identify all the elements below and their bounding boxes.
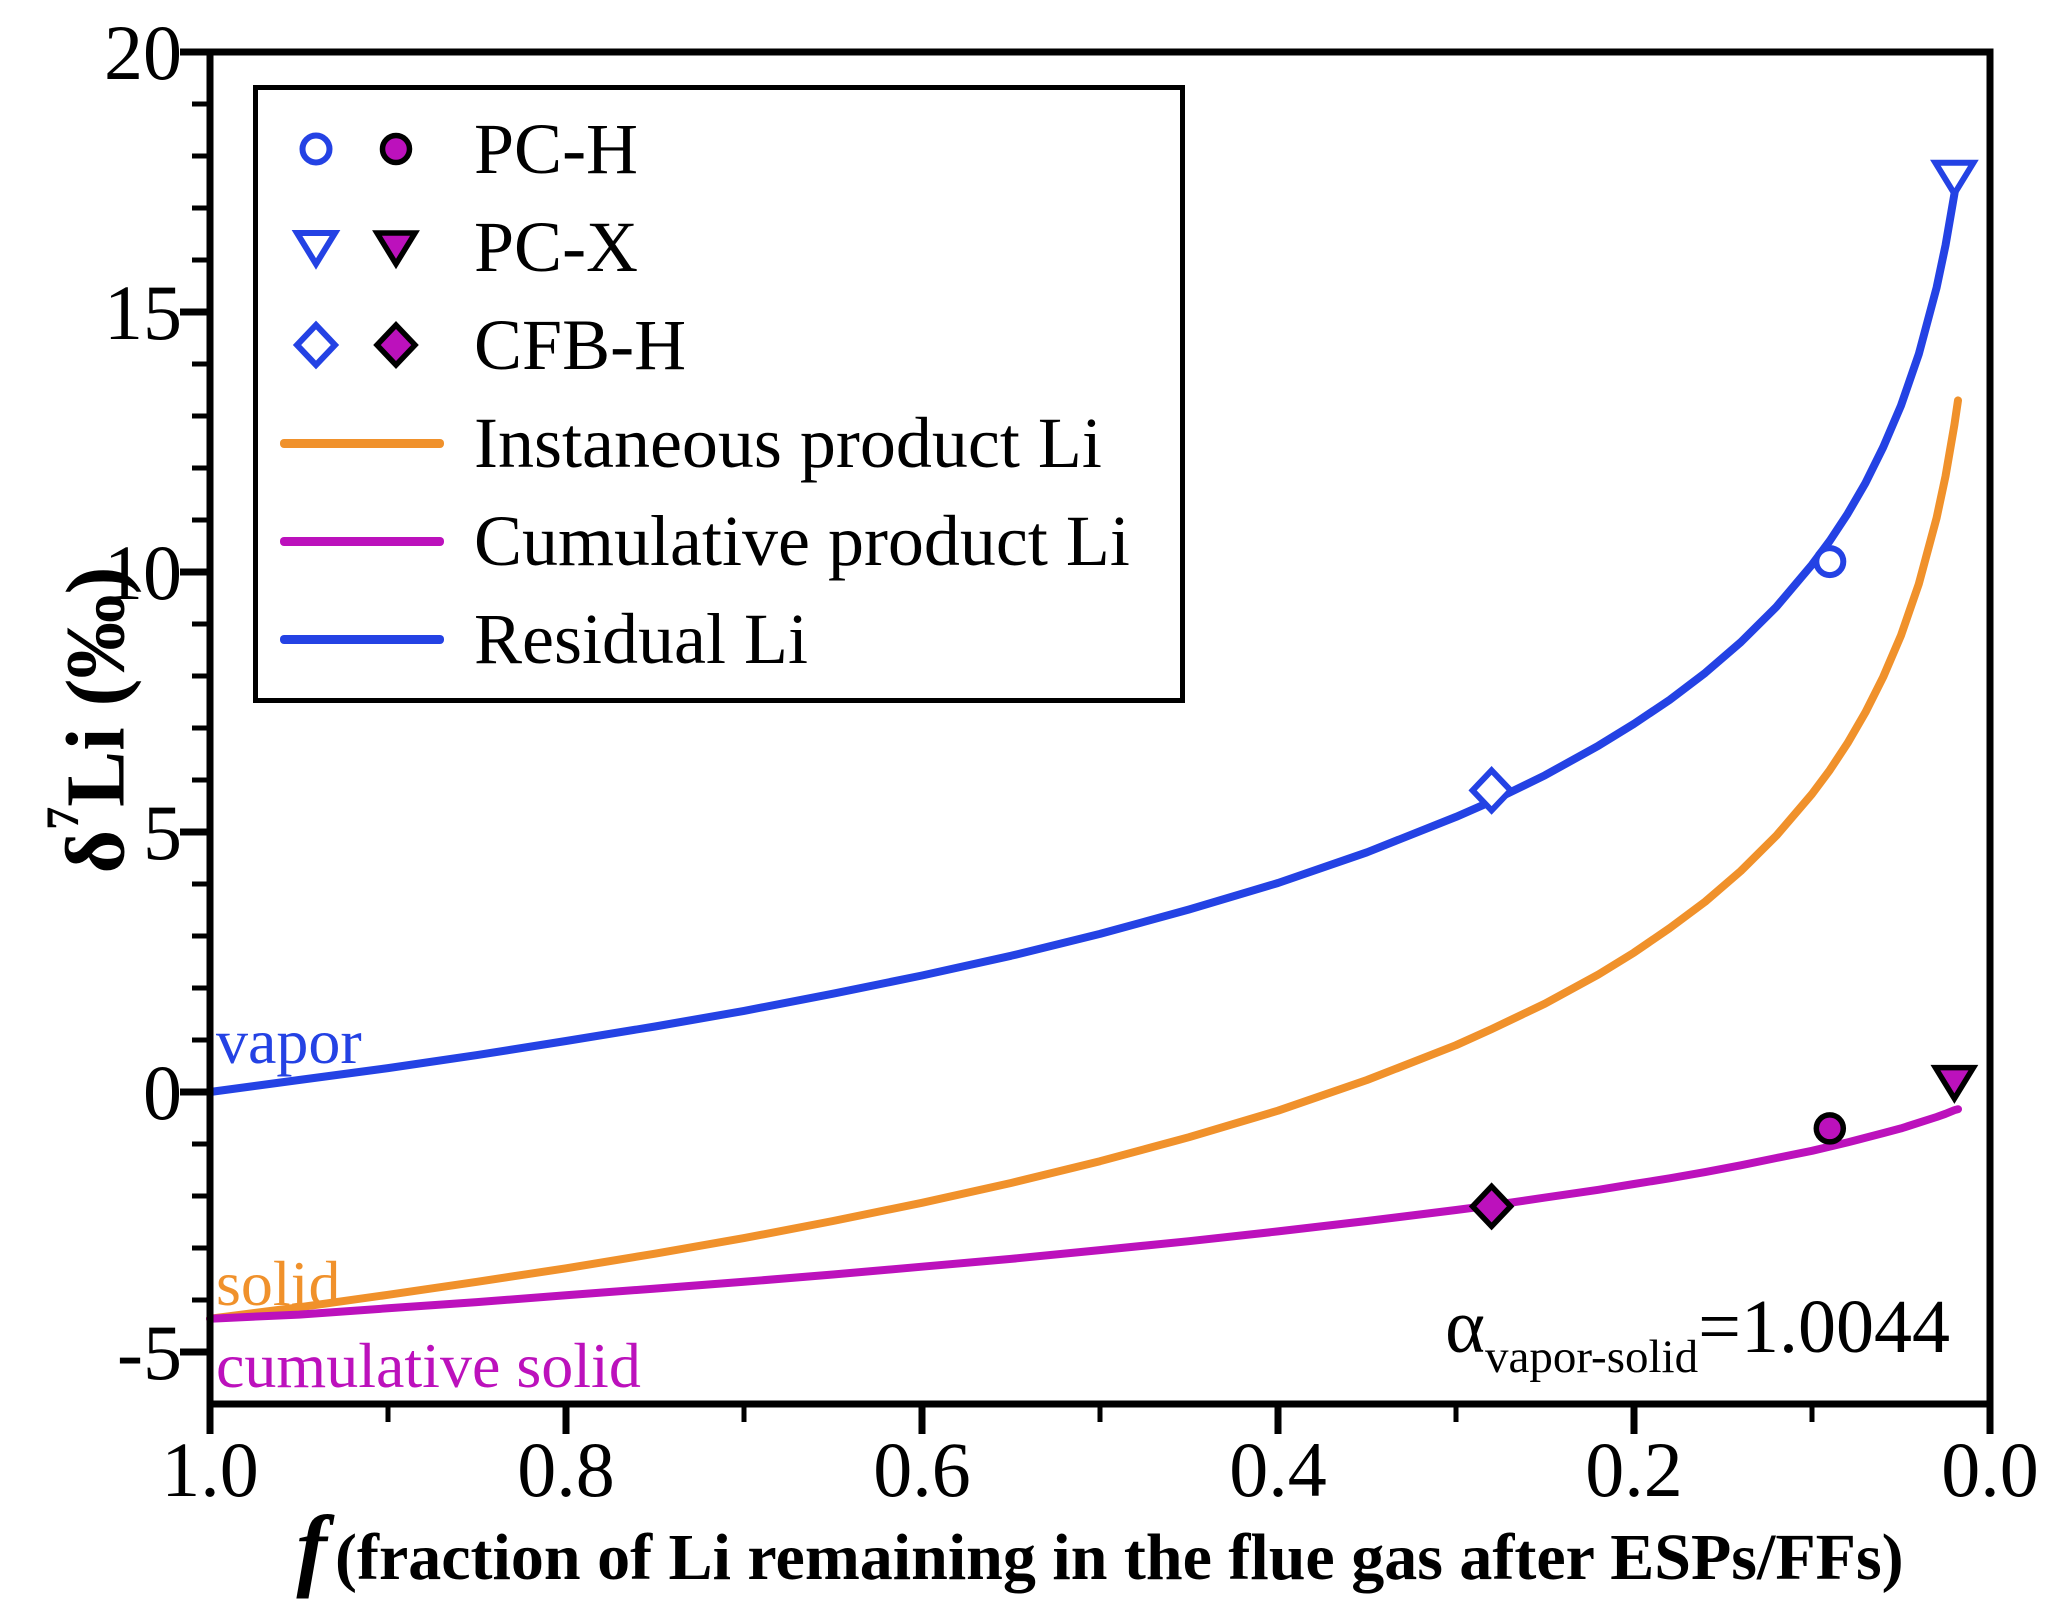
legend-box: PC-H PC-X CFB-H Instaneous product Li Cu… [253,85,1185,703]
legend-line-cumulative [280,536,458,546]
scatter-points [1468,159,1979,1231]
legend-line-instaneous [280,438,458,448]
y-tick-label: 0 [143,1049,182,1136]
marker-open-diamond [1468,766,1515,815]
alpha-value: =1.0044 [1698,1285,1950,1369]
cumulative-solid-curve-label: cumulative solid [216,1330,641,1401]
legend-marker-swatch [299,132,413,166]
y-tick-label: 10 [104,529,182,616]
legend-line-residual [280,634,458,644]
x-tick-label: 0.6 [873,1426,971,1513]
legend-label-cumulative: Cumulative product Li [474,500,1130,581]
marker-open-diamond [292,320,340,370]
y-axis-title-superscript: 7 [37,806,88,830]
marker-filled-diamond [1468,1182,1515,1231]
marker-filled-circle [1813,1112,1847,1145]
marker-open-triangle-down [291,230,341,270]
marker-open-circle [299,132,333,166]
x-tick-label: 0.0 [1941,1426,2039,1513]
legend-markers-cfb-h [280,319,458,371]
y-axis-title-rest: Li (‰) [49,566,143,807]
marker-open-triangle-down [1930,159,1979,200]
marker-open-circle [1813,545,1847,579]
legend-label-residual: Residual Li [474,598,808,679]
legend-markers-pc-x [280,221,458,273]
x-axis-title-rest: (fraction of Li remaining in the flue ga… [335,1521,1904,1594]
legend-marker-swatch [291,230,420,270]
tick-labels: 1.0 0.8 0.6 0.4 0.2 0.0 20 15 10 5 0 -5 [104,9,2039,1513]
marker-filled-triangle-down [372,230,420,270]
y-tick-label: 20 [104,9,182,96]
marker-filled-triangle-down [1930,1064,1979,1104]
solid-curve-label: solid [216,1248,341,1319]
alpha-symbol: α [1445,1285,1485,1369]
x-tick-label: 0.4 [1229,1426,1327,1513]
legend-item-residual: Residual Li [280,591,1180,687]
x-tick-label: 0.2 [1585,1426,1683,1513]
legend-label-pc-x: PC-X [474,206,639,287]
curves [206,165,1962,1323]
legend-item-pc-x: PC-X [280,199,1180,295]
marker-filled-diamond [373,321,419,369]
x-axis-title-f: f [296,1497,328,1599]
y-tick-label: 15 [104,269,182,356]
alpha-annotation: αvapor-solid=1.0044 [1445,1284,1950,1384]
legend-item-cumulative: Cumulative product Li [280,493,1180,589]
legend-line-swatch [280,438,444,448]
legend-marker-swatch [292,320,419,370]
legend-item-instaneous: Instaneous product Li [280,395,1180,491]
legend-item-pc-h: PC-H [280,101,1180,197]
curve-instaneous-product-li [206,396,1962,1323]
curve-cumulative-product-li [206,1105,1962,1323]
legend-item-cfb-h: CFB-H [280,297,1180,393]
axis-ticks [180,48,1994,1434]
curve-residual-li [206,165,1962,1096]
marker-filled-circle [379,132,413,166]
legend-line-swatch [280,634,444,644]
legend-line-swatch [280,536,444,546]
x-tick-label: 0.8 [517,1426,615,1513]
x-tick-label: 1.0 [161,1426,259,1513]
x-axis-title: f (fraction of Li remaining in the flue g… [210,1498,1990,1608]
y-axis-title: δ7Li (‰) [3,470,143,970]
y-tick-label: -5 [117,1309,182,1396]
y-tick-label: 5 [143,789,182,876]
legend-label-instaneous: Instaneous product Li [474,402,1102,483]
legend-markers-pc-h [280,123,458,175]
vapor-curve-label: vapor [216,1006,362,1077]
legend-label-cfb-h: CFB-H [474,304,687,385]
legend-label-pc-h: PC-H [474,108,639,189]
y-axis-title-delta: δ [49,829,143,874]
alpha-subscript: vapor-solid [1484,1331,1699,1383]
